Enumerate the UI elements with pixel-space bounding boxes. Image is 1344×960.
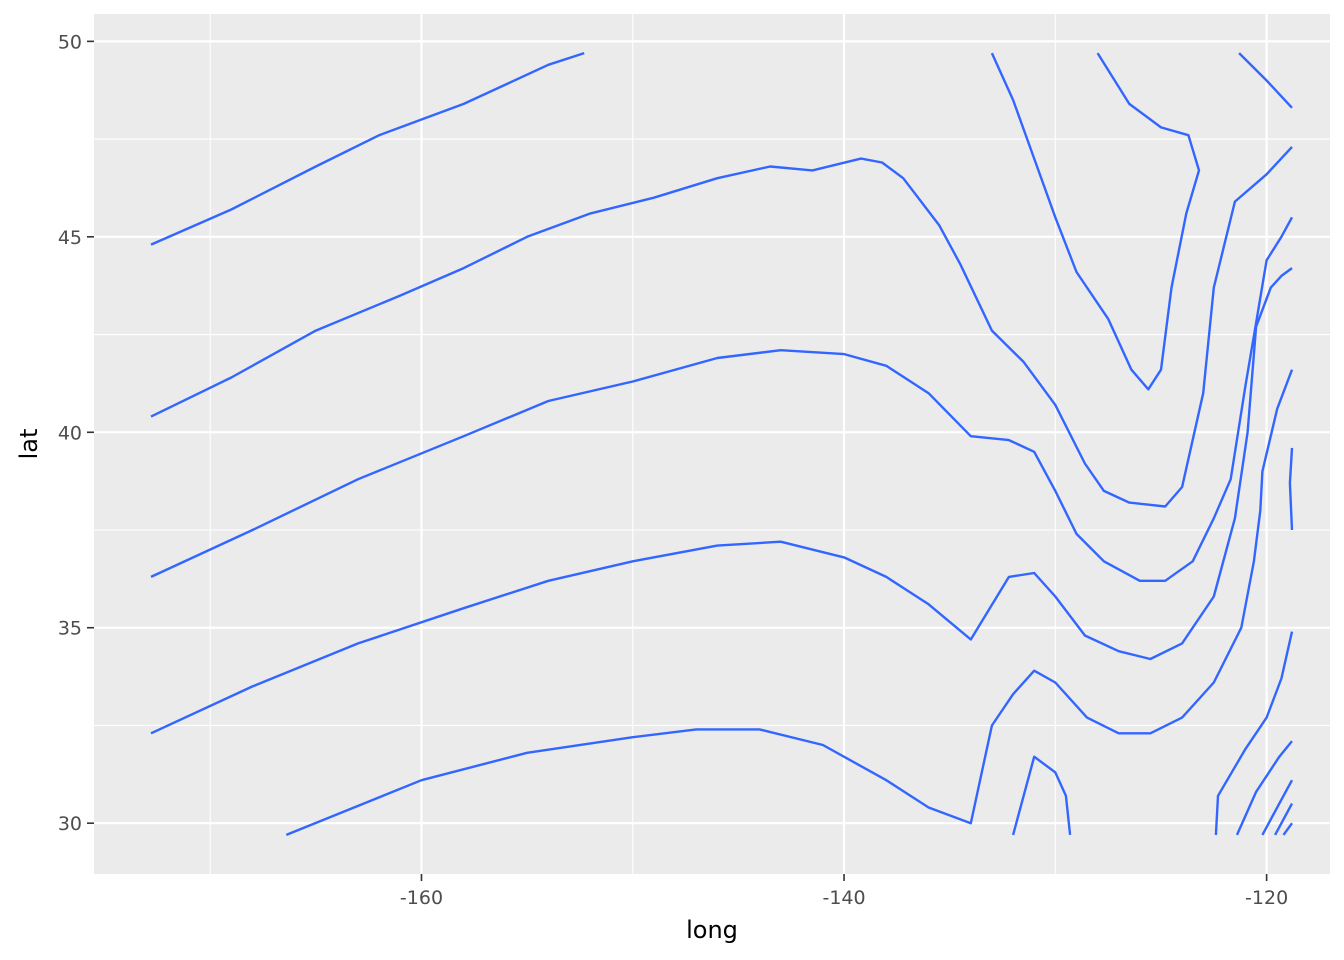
- x-tick-label: -120: [1245, 887, 1288, 909]
- y-tick-label: 30: [58, 813, 82, 835]
- x-tick-label: -160: [400, 887, 443, 909]
- y-tick-label: 40: [58, 422, 82, 444]
- contour-line: [1288, 447, 1294, 531]
- plot-panel: [94, 14, 1330, 874]
- contour-line: [285, 369, 1294, 837]
- contour-line: [1282, 822, 1293, 836]
- contour-line: [1011, 755, 1072, 836]
- y-tick-label: 50: [58, 31, 82, 53]
- x-tick-label: -140: [822, 887, 865, 909]
- contour-line: [150, 216, 1294, 582]
- contour-line: [1214, 631, 1294, 835]
- contour-line: [150, 51, 585, 246]
- contour-line: [1274, 803, 1294, 836]
- contour-line: [1238, 52, 1293, 109]
- x-axis-title: long: [686, 916, 738, 944]
- y-tick-label: 35: [58, 618, 82, 640]
- contour-line: [1261, 779, 1294, 836]
- contour-line: [150, 267, 1293, 735]
- contour-line: [150, 146, 1293, 508]
- y-axis-title: lat: [15, 429, 43, 460]
- contour-line: [1235, 740, 1293, 836]
- y-axis: 30 35 40 45 50: [58, 31, 94, 835]
- contour-lines: [150, 51, 1294, 837]
- minor-gridlines: [94, 14, 1330, 874]
- contour-line: [990, 52, 1201, 391]
- y-tick-label: 45: [58, 227, 82, 249]
- x-axis: -160 -140 -120: [400, 874, 1288, 909]
- major-gridlines: [94, 14, 1330, 874]
